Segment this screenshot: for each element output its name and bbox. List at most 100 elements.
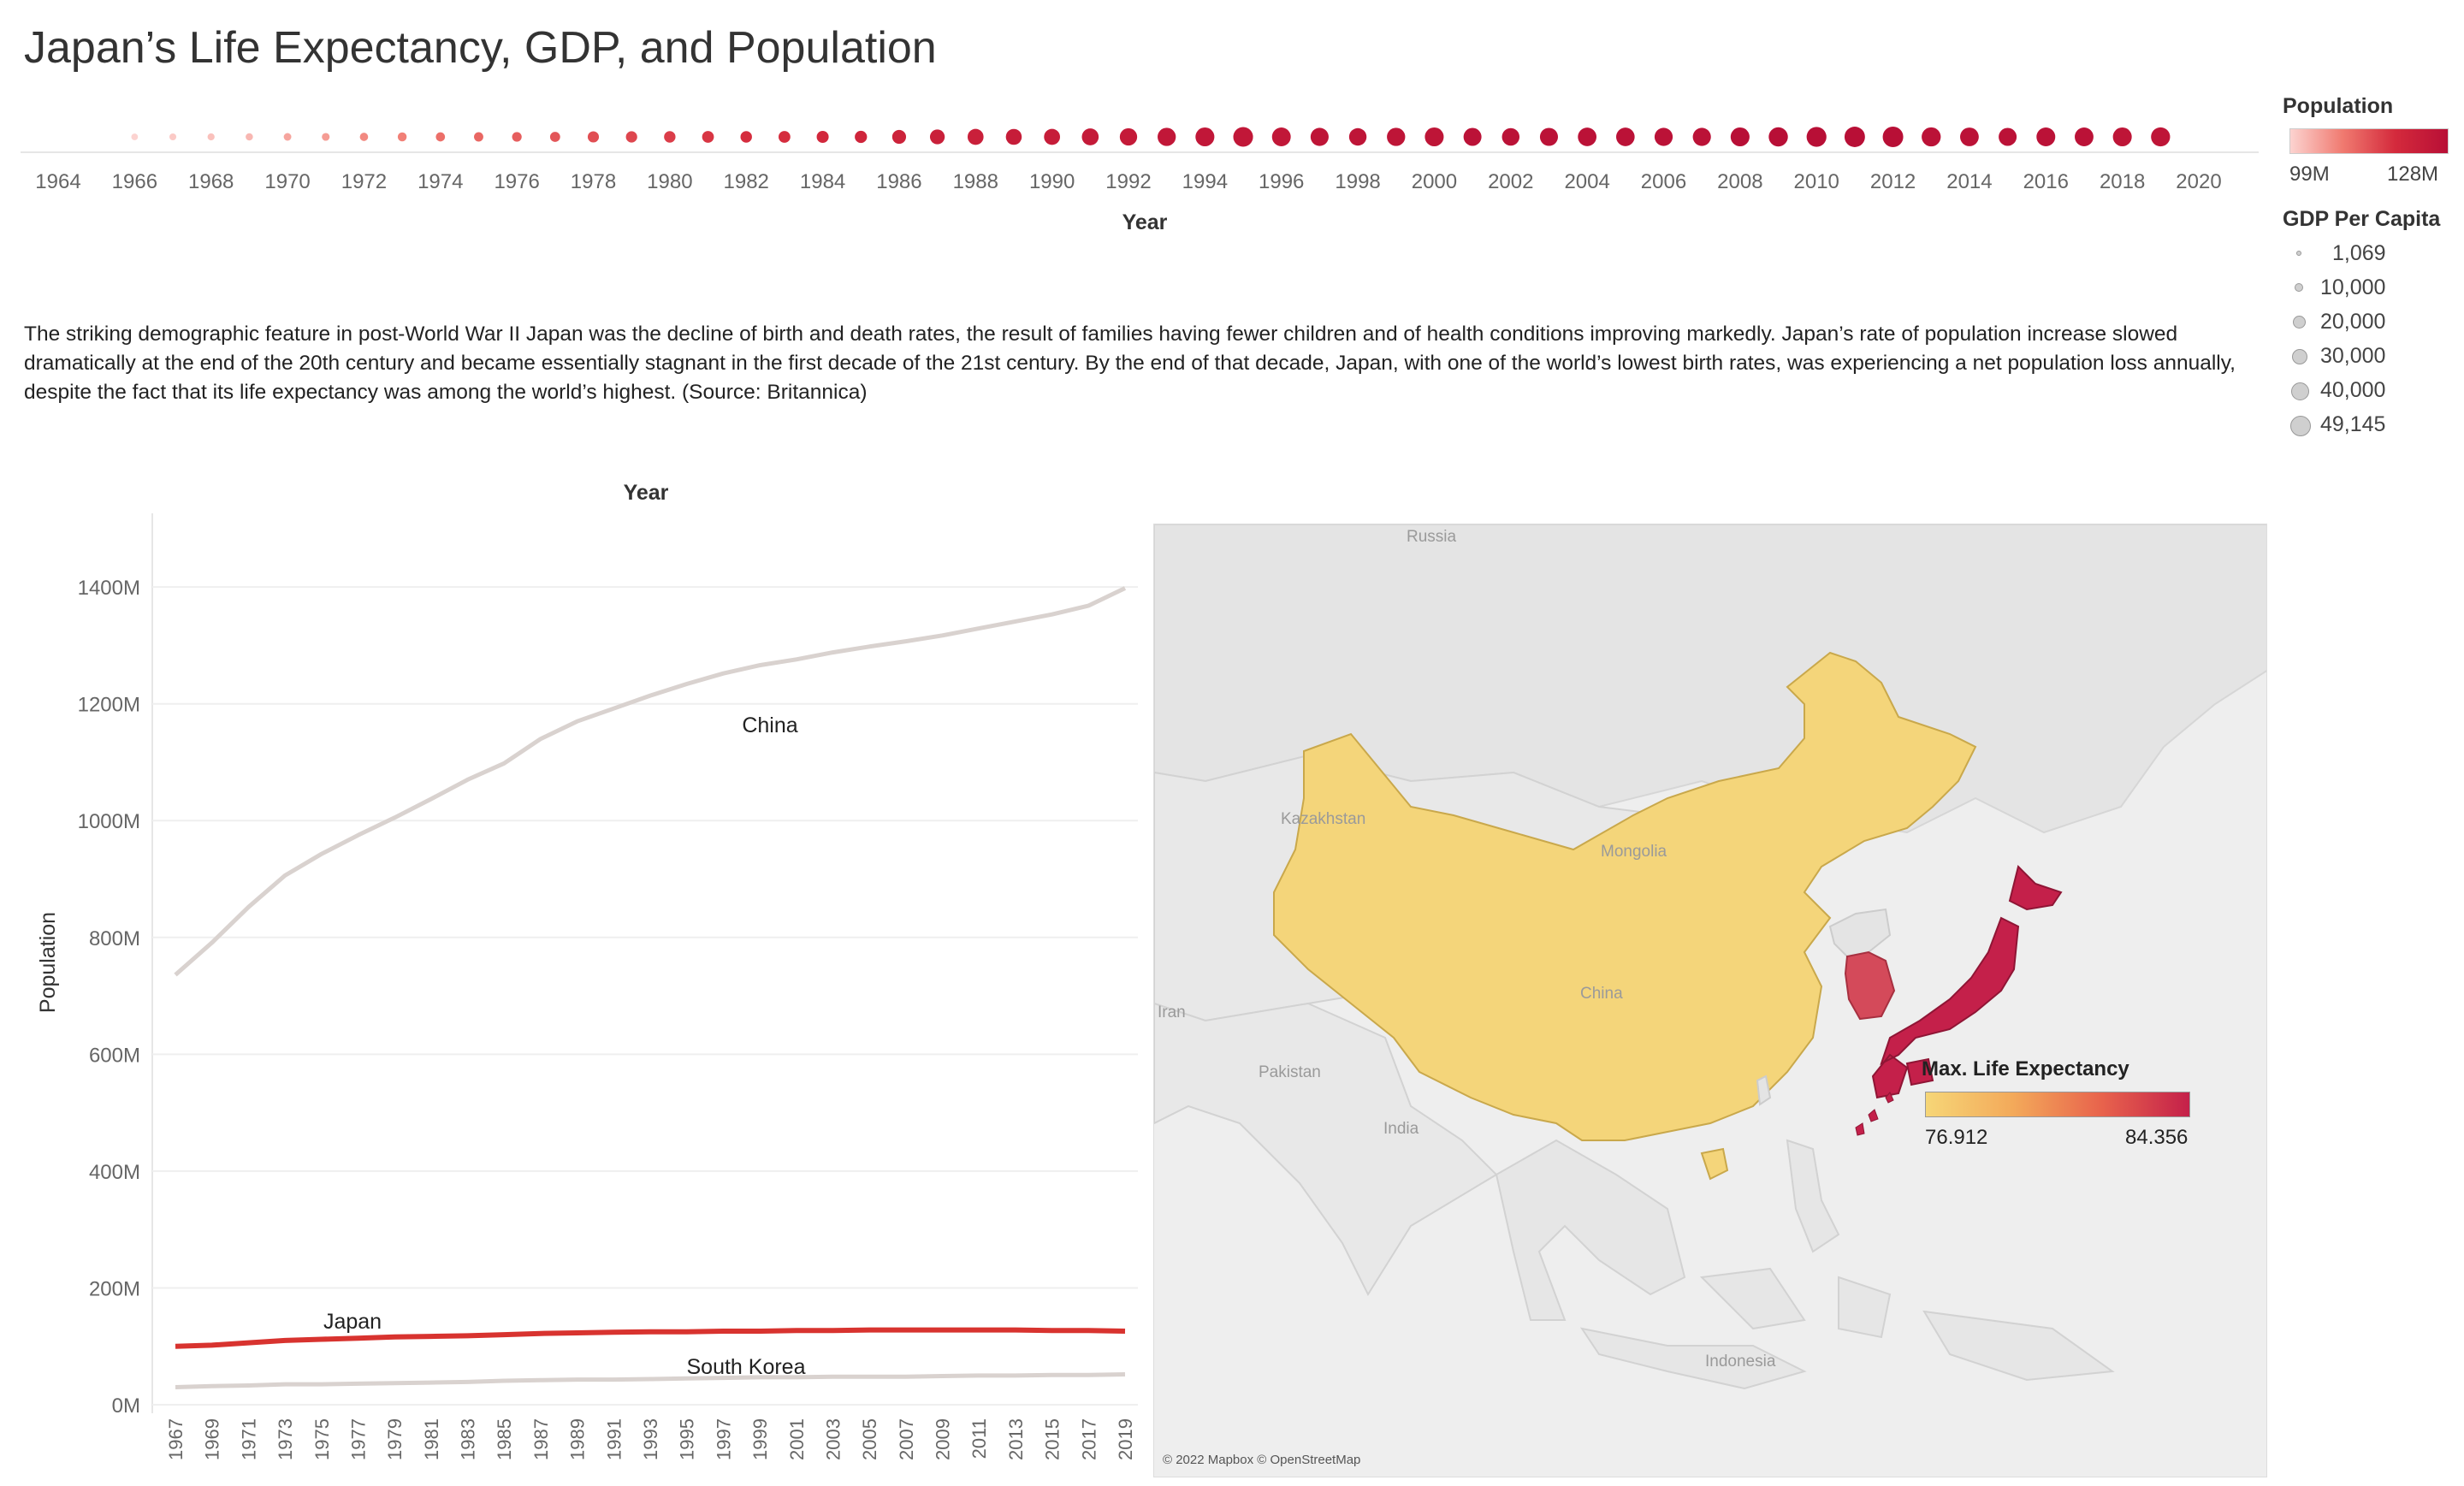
- x-tick-label: 1996: [1259, 170, 1304, 193]
- gdp-legend-item[interactable]: 40,000: [2276, 373, 2447, 407]
- gdp-legend-item[interactable]: 49,145: [2276, 407, 2447, 441]
- x-tick-label: 2013: [1005, 1418, 1027, 1460]
- x-tick-label: 1993: [640, 1418, 661, 1460]
- year-bubble: [929, 129, 945, 145]
- year-bubble: [1730, 127, 1750, 147]
- x-tick-label: 1967: [165, 1418, 187, 1460]
- year-bubble: [2036, 127, 2056, 146]
- x-tick-label: 2016: [2023, 170, 2069, 193]
- chart-title: Year: [624, 481, 669, 505]
- x-tick-label: 1978: [571, 170, 616, 193]
- map-label-india: India: [1383, 1120, 1419, 1138]
- x-tick-label: 2009: [933, 1418, 954, 1460]
- region-hainan[interactable]: [1700, 1147, 1729, 1181]
- year-bubble: [740, 131, 752, 143]
- x-tick-label: 1968: [188, 170, 234, 193]
- year-bubble: [1310, 127, 1329, 146]
- map-canvas[interactable]: [1154, 524, 2267, 1477]
- x-tick-label: 1976: [494, 170, 539, 193]
- year-bubble: [1387, 127, 1406, 146]
- region-south-korea[interactable]: [1844, 950, 1896, 1021]
- year-bubble: [1654, 127, 1673, 146]
- year-bubble: [855, 130, 868, 144]
- gdp-legend-item[interactable]: 10,000: [2276, 270, 2447, 305]
- year-bubble: [664, 131, 676, 143]
- x-tick-label: 2004: [1564, 170, 1609, 193]
- x-tick-label: 1973: [275, 1418, 296, 1460]
- region-china[interactable]: [1273, 651, 1977, 1141]
- x-tick-label: 2011: [968, 1418, 990, 1459]
- x-tick-label: 1974: [418, 170, 463, 193]
- x-tick-label: 2002: [1488, 170, 1533, 193]
- x-tick-label: 1970: [264, 170, 310, 193]
- year-bubble: [2075, 127, 2094, 146]
- year-bubble: [207, 133, 215, 141]
- y-tick-label: 1200M: [78, 694, 140, 717]
- map-attribution[interactable]: © 2022 Mapbox © OpenStreetMap: [1163, 1453, 1361, 1467]
- x-tick-label: 1972: [341, 170, 387, 193]
- y-axis-label: Population: [36, 912, 60, 1013]
- x-axis-label: Year: [1122, 210, 1168, 234]
- map-label-china: China: [1580, 985, 1623, 1003]
- x-tick-label: 1977: [347, 1418, 369, 1460]
- size-dot-icon: [2291, 382, 2309, 400]
- description-text: The striking demographic feature in post…: [24, 323, 2236, 404]
- year-bubble: [816, 130, 829, 144]
- year-bubble: [1922, 127, 1941, 147]
- life-expectancy-legend-min: 76.912: [1925, 1126, 1988, 1149]
- life-expectancy-legend-title: Max. Life Expectancy: [1922, 1057, 2129, 1080]
- x-tick-label: 1984: [800, 170, 845, 193]
- x-tick-label: 1975: [311, 1418, 333, 1460]
- x-tick-label: 1986: [876, 170, 921, 193]
- year-bubble: [1081, 128, 1099, 145]
- gdp-legend-item[interactable]: 30,000: [2276, 339, 2447, 373]
- year-bubble: [1195, 127, 1215, 147]
- x-tick-label: 1964: [35, 170, 80, 193]
- asia-map[interactable]: Russia Kazakhstan Mongolia Iran Pakistan…: [1153, 524, 2267, 1477]
- year-bubble: [967, 128, 984, 145]
- year-bubble: [1424, 127, 1444, 147]
- land-south-asia: [1154, 1002, 1498, 1297]
- x-tick-label: 2010: [1794, 170, 1839, 193]
- region-taiwan: [1756, 1075, 1772, 1106]
- gdp-legend-item[interactable]: 20,000: [2276, 305, 2447, 339]
- year-bubble: [131, 133, 139, 140]
- year-bubble: [778, 131, 791, 143]
- y-tick-label: 1000M: [78, 810, 140, 833]
- land-philippines: [1786, 1139, 1840, 1253]
- life-expectancy-legend-max: 84.356: [2125, 1126, 2189, 1149]
- year-bubble: [435, 132, 446, 142]
- size-dot-icon: [2295, 283, 2303, 292]
- series-line-china: [174, 586, 1127, 977]
- x-tick-label: 1983: [458, 1418, 479, 1460]
- life-expectancy-color-scale: [1925, 1092, 2190, 1117]
- gdp-legend-item[interactable]: 1,069: [2276, 236, 2447, 270]
- map-label-kazakhstan: Kazakhstan: [1281, 810, 1366, 828]
- year-bubble: [1044, 128, 1061, 145]
- year-bubble: [474, 132, 483, 142]
- year-bubble: [1119, 127, 1138, 146]
- x-tick-label: 1981: [421, 1418, 442, 1460]
- region-north-korea: [1828, 908, 1892, 958]
- year-bubble: [283, 133, 292, 141]
- x-tick-label: 1985: [494, 1418, 515, 1460]
- year-bubble: [359, 133, 369, 141]
- y-tick-label: 1400M: [78, 577, 140, 600]
- region-japan-islands[interactable]: [1855, 1092, 1894, 1136]
- x-tick-label: 2003: [822, 1418, 844, 1460]
- x-tick-label: 1994: [1182, 170, 1228, 193]
- x-tick-label: 2005: [859, 1418, 880, 1460]
- year-bubble: [1882, 127, 1904, 147]
- x-tick-label: 1995: [677, 1418, 698, 1460]
- map-label-mongolia: Mongolia: [1601, 843, 1667, 861]
- region-japan[interactable]: [1871, 865, 2063, 1099]
- y-tick-label: 800M: [89, 927, 140, 950]
- x-tick-label: 1991: [603, 1418, 625, 1460]
- y-tick-label: 0M: [112, 1394, 140, 1418]
- year-bubble: [1692, 127, 1711, 146]
- y-tick-label: 600M: [89, 1044, 140, 1067]
- year-bubble: [512, 132, 522, 142]
- year-bubble: [1844, 127, 1865, 147]
- land-indonesia: [1579, 1267, 2115, 1390]
- x-tick-label: 2001: [786, 1418, 808, 1460]
